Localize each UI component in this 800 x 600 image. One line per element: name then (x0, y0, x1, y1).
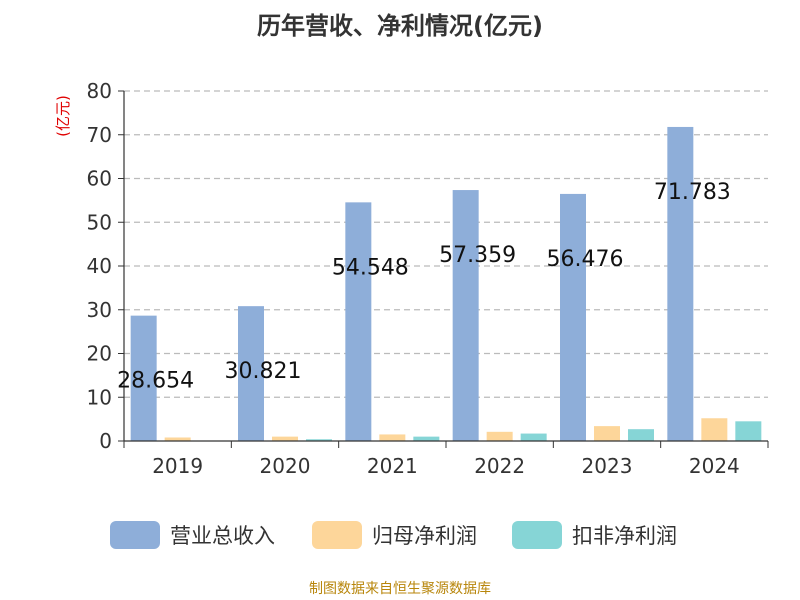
x-tick-label: 2023 (582, 454, 633, 478)
legend: 营业总收入 归母净利润 扣非净利润 (110, 521, 677, 549)
y-axis-label: (亿元) (54, 95, 72, 137)
data-label: 71.783 (654, 180, 731, 205)
grid-lines (124, 90, 768, 398)
bar-3 (306, 439, 332, 441)
bar-2 (272, 436, 298, 441)
legend-swatch (512, 521, 562, 549)
bar-3 (628, 429, 654, 441)
legend-item-label: 扣非净利润 (572, 524, 677, 548)
legend-item-label: 营业总收入 (170, 524, 275, 548)
value-labels: 28.654 30.821 54.548 57.359 56.476 71.783 (117, 180, 731, 394)
y-tick-label: 60 (87, 167, 112, 191)
data-label: 30.821 (225, 359, 302, 384)
y-tick-label: 30 (87, 298, 112, 322)
y-tick-label: 80 (87, 79, 112, 103)
data-label: 54.548 (332, 255, 409, 280)
axes: 0 10 20 30 40 50 60 70 80 2019 2020 2021 2022 2023 202… (87, 79, 769, 478)
bar-1 (130, 315, 157, 441)
data-label: 28.654 (117, 369, 194, 394)
y-tick-label: 20 (87, 342, 112, 366)
data-label: 56.476 (547, 247, 624, 272)
bar-2 (486, 431, 513, 441)
bar-1 (560, 193, 586, 441)
y-tick-label: 50 (87, 210, 112, 234)
x-tick-label: 2022 (474, 454, 525, 478)
bars (130, 126, 762, 441)
bar-2 (594, 426, 620, 441)
y-tick-label: 40 (87, 254, 112, 278)
bar-1 (238, 306, 264, 441)
chart-title: 历年营收、净利情况(亿元) (257, 12, 543, 40)
source-note: 制图数据来自恒生聚源数据库 (309, 581, 491, 597)
y-tick-label: 0 (99, 429, 112, 453)
bar-1 (667, 126, 694, 441)
bar-1 (452, 190, 479, 441)
legend-swatch (312, 521, 362, 549)
y-tick-label: 70 (87, 123, 112, 147)
bar-3 (735, 421, 762, 441)
x-tick-label: 2020 (260, 454, 311, 478)
x-tick-label: 2021 (367, 454, 418, 478)
bar-2 (164, 437, 191, 441)
legend-item-label: 归母净利润 (372, 524, 477, 548)
x-tick-label: 2024 (689, 454, 740, 478)
bar-3 (520, 433, 547, 441)
x-tick-label: 2019 (152, 454, 203, 478)
bar-2 (701, 418, 728, 441)
bar-1 (345, 202, 372, 441)
legend-swatch (110, 521, 160, 549)
data-label: 57.359 (439, 243, 516, 268)
y-tick-label: 10 (87, 385, 112, 409)
bar-2 (379, 434, 406, 441)
bar-3 (413, 436, 440, 441)
